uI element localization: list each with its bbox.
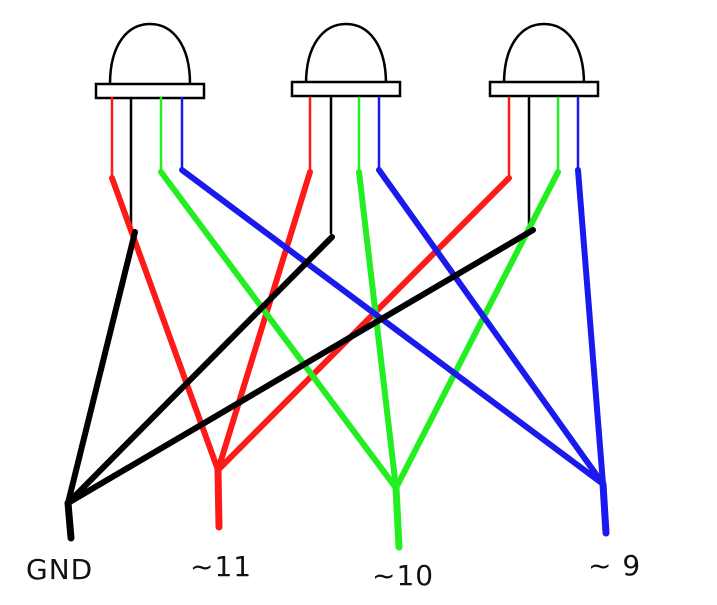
rgb-led-1-dome [108,22,192,85]
wire-led1-black [65,229,138,506]
rgb-led-1-base [94,82,206,100]
rgb-led-2-base [290,80,402,98]
pin-lead-green [392,484,403,551]
rgb-led-3-base [488,80,600,98]
wire-led2-red [215,169,313,473]
pin-lead-blue [599,480,610,537]
wire-led3-blue [575,167,606,487]
wire-led3-black [65,227,536,506]
pin-lead-black [64,499,75,542]
wire-led2-black [65,234,335,506]
pin-label-11: ~11 [190,550,253,583]
rgb-led-3-dome [502,22,586,85]
pin-label-gnd: GND [26,553,94,586]
wire-led2-blue [376,167,606,487]
rgb-led-2-dome [304,22,388,85]
wire-led1-blue [179,167,606,487]
pin-label-9: ~ 9 [588,549,642,582]
pin-lead-red [214,466,223,531]
wire-led1-red [109,175,221,473]
wire-led1-green [158,169,399,491]
wire-led3-green [393,169,561,491]
pin-label-10: ~10 [372,559,435,592]
wire-led2-green [356,169,399,491]
wire-led3-red [215,175,512,473]
